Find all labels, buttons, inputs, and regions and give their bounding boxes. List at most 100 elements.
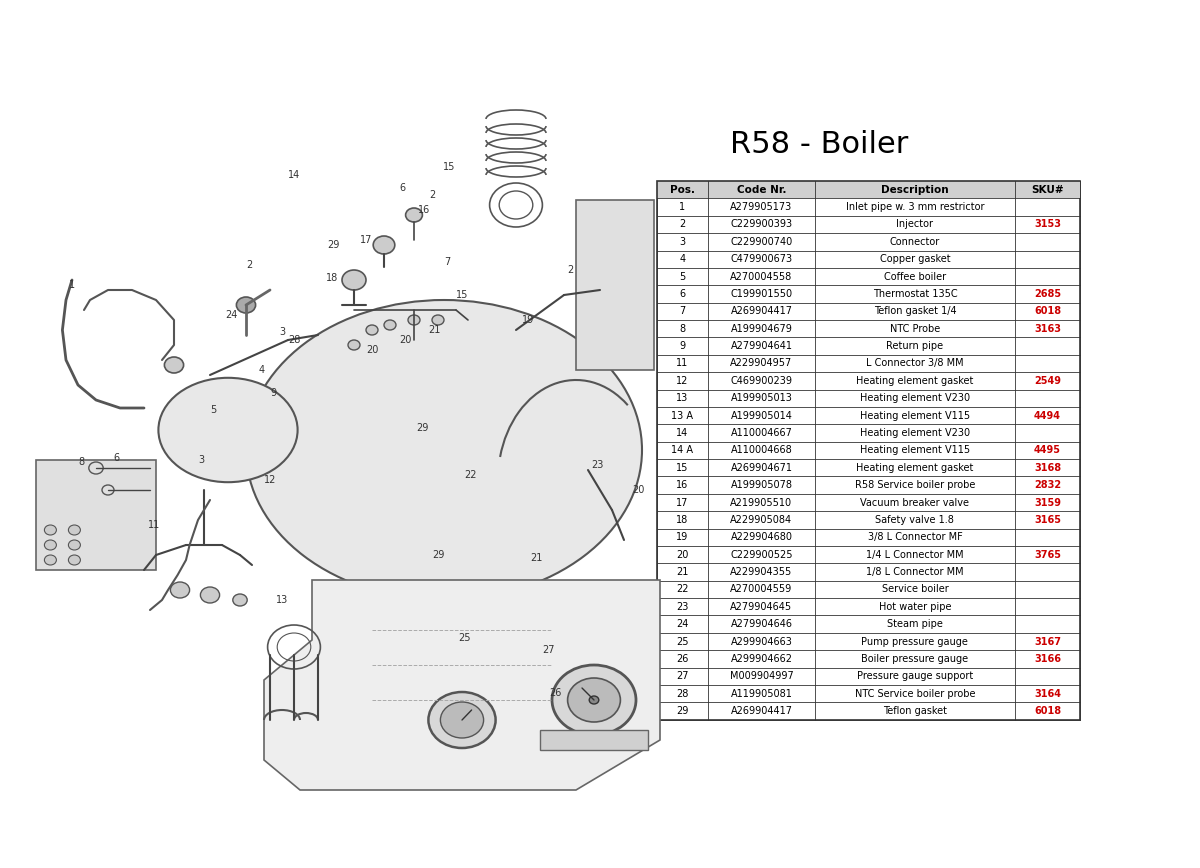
Text: 3159: 3159	[1034, 497, 1061, 508]
Text: 13: 13	[276, 595, 288, 605]
Circle shape	[348, 340, 360, 350]
Text: Heating element V230: Heating element V230	[860, 393, 970, 404]
Circle shape	[406, 208, 422, 222]
Circle shape	[44, 540, 56, 550]
Text: Hot water pipe: Hot water pipe	[878, 602, 952, 612]
Circle shape	[236, 297, 256, 313]
Text: Vacuum breaker valve: Vacuum breaker valve	[860, 497, 970, 508]
Circle shape	[164, 357, 184, 373]
Text: SKU#: SKU#	[1031, 185, 1063, 194]
Circle shape	[200, 587, 220, 603]
Text: 4: 4	[679, 254, 685, 264]
Text: A110004668: A110004668	[731, 445, 792, 456]
Text: 3168: 3168	[1034, 463, 1061, 473]
Text: 6018: 6018	[1034, 706, 1061, 716]
Text: A279904645: A279904645	[731, 602, 792, 612]
Text: A119905081: A119905081	[731, 688, 792, 699]
Text: A199904679: A199904679	[731, 324, 792, 333]
Text: 23: 23	[677, 602, 689, 612]
Text: 13: 13	[677, 393, 689, 404]
Text: 22: 22	[676, 584, 689, 595]
Text: 16: 16	[677, 480, 689, 490]
Text: Teflon gasket: Teflon gasket	[883, 706, 947, 716]
Text: 8: 8	[679, 324, 685, 333]
Text: Inlet pipe w. 3 mm restrictor: Inlet pipe w. 3 mm restrictor	[846, 202, 984, 212]
Text: 8: 8	[78, 457, 85, 467]
Polygon shape	[36, 460, 156, 570]
Text: A279904641: A279904641	[731, 341, 792, 352]
Text: 20: 20	[677, 549, 689, 560]
Text: 2685: 2685	[1034, 289, 1061, 299]
Text: 3: 3	[679, 237, 685, 247]
Text: 4: 4	[258, 365, 265, 375]
Text: 3: 3	[198, 455, 205, 465]
Text: A199905013: A199905013	[731, 393, 792, 404]
Text: 29: 29	[677, 706, 689, 716]
Text: 23: 23	[592, 460, 604, 470]
Ellipse shape	[246, 300, 642, 600]
Circle shape	[408, 315, 420, 325]
Text: 15: 15	[443, 162, 455, 172]
Text: A270004558: A270004558	[731, 272, 793, 281]
Text: 2: 2	[246, 260, 253, 270]
Text: 6: 6	[398, 183, 406, 193]
Text: 3765: 3765	[1034, 549, 1061, 560]
Text: 6018: 6018	[1034, 306, 1061, 316]
Circle shape	[233, 594, 247, 606]
Circle shape	[170, 582, 190, 598]
Circle shape	[68, 555, 80, 565]
Text: 14: 14	[288, 170, 300, 180]
Circle shape	[373, 236, 395, 254]
Text: 1: 1	[679, 202, 685, 212]
Circle shape	[568, 678, 620, 722]
Text: C479900673: C479900673	[731, 254, 792, 264]
Text: 19: 19	[677, 532, 689, 542]
Circle shape	[44, 525, 56, 535]
Bar	[540, 730, 648, 750]
Text: 17: 17	[360, 235, 372, 245]
Text: 1/4 L Connector MM: 1/4 L Connector MM	[866, 549, 964, 560]
Text: NTC Service boiler probe: NTC Service boiler probe	[854, 688, 976, 699]
Text: Thermostat 135C: Thermostat 135C	[872, 289, 958, 299]
Circle shape	[552, 665, 636, 735]
Text: 27: 27	[542, 645, 554, 655]
Text: Copper gasket: Copper gasket	[880, 254, 950, 264]
Text: 22: 22	[464, 470, 476, 480]
Text: Pump pressure gauge: Pump pressure gauge	[862, 636, 968, 647]
Text: 3166: 3166	[1034, 654, 1061, 664]
Circle shape	[44, 555, 56, 565]
Text: Heating element V115: Heating element V115	[860, 411, 970, 421]
Text: C469900239: C469900239	[731, 376, 792, 386]
Text: 25: 25	[676, 636, 689, 647]
Text: A110004667: A110004667	[731, 428, 792, 438]
Text: Boiler pressure gauge: Boiler pressure gauge	[862, 654, 968, 664]
Text: 2832: 2832	[1034, 480, 1061, 490]
Text: C229900525: C229900525	[731, 549, 793, 560]
Circle shape	[432, 315, 444, 325]
Text: C229900740: C229900740	[731, 237, 793, 247]
Text: R58 - Boiler: R58 - Boiler	[731, 129, 908, 159]
Polygon shape	[264, 580, 660, 790]
Text: 13 A: 13 A	[672, 411, 694, 421]
Text: 17: 17	[677, 497, 689, 508]
Text: 29: 29	[416, 423, 428, 433]
Text: 29: 29	[432, 550, 444, 560]
Circle shape	[366, 325, 378, 335]
Text: A269904417: A269904417	[731, 306, 792, 316]
Text: 3163: 3163	[1034, 324, 1061, 333]
Text: Heating element V230: Heating element V230	[860, 428, 970, 438]
Circle shape	[428, 692, 496, 748]
Text: 7: 7	[679, 306, 685, 316]
Text: A199905014: A199905014	[731, 411, 792, 421]
Text: A279905173: A279905173	[731, 202, 793, 212]
Text: 26: 26	[677, 654, 689, 664]
Text: 2: 2	[566, 265, 574, 275]
Text: 2: 2	[679, 220, 685, 229]
Circle shape	[342, 270, 366, 290]
Text: A229905084: A229905084	[731, 515, 792, 525]
Text: Heating element V115: Heating element V115	[860, 445, 970, 456]
Text: 4494: 4494	[1034, 411, 1061, 421]
Text: 21: 21	[530, 553, 542, 563]
Text: 27: 27	[676, 671, 689, 681]
Text: NTC Probe: NTC Probe	[890, 324, 940, 333]
